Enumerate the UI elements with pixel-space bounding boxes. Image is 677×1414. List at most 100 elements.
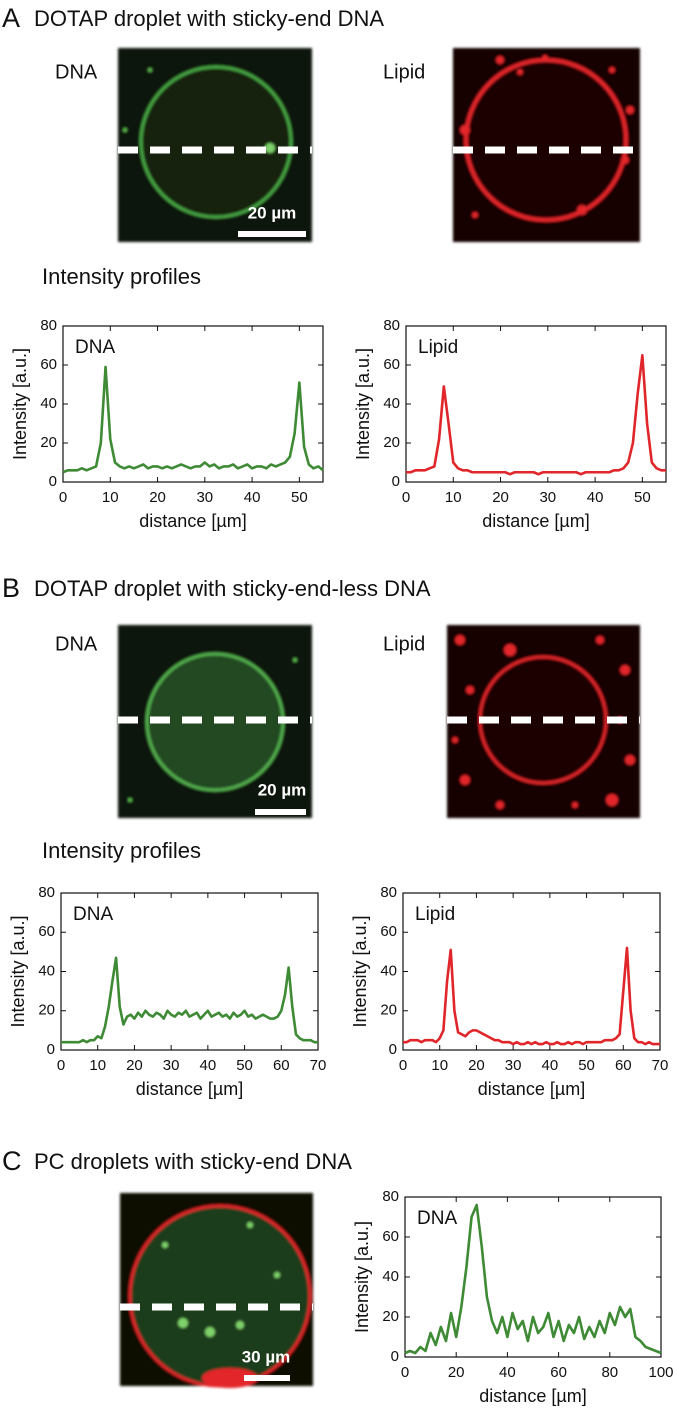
panel-title: DOTAP droplet with sticky-end DNA [34, 6, 384, 31]
y-tick-label: 0 [389, 1041, 397, 1058]
x-tick-label: 40 [587, 489, 604, 506]
y-tick-label: 80 [382, 1188, 399, 1205]
y-tick-label: 20 [38, 1002, 55, 1019]
data-line [404, 1203, 662, 1355]
y-tick-label: 0 [49, 473, 57, 490]
x-tick-label: 50 [578, 1057, 595, 1074]
series-label: DNA [75, 337, 115, 358]
y-tick-label: 0 [47, 1041, 55, 1058]
x-tick-label: 50 [634, 489, 651, 506]
x-tick-label: 60 [615, 1057, 632, 1074]
x-axis-label: distance [µm] [478, 1079, 585, 1099]
y-tick-label: 60 [382, 1228, 399, 1245]
x-tick-label: 0 [59, 489, 67, 506]
x-tick-label: 0 [399, 1057, 407, 1074]
x-tick-label: 30 [505, 1057, 522, 1074]
x-tick-label: 30 [163, 1057, 180, 1074]
x-tick-label: 50 [236, 1057, 253, 1074]
plot-frame [405, 325, 667, 483]
scale-label: 30 µm [242, 1347, 291, 1366]
series-label: DNA [73, 904, 113, 925]
panel-letter: C [2, 1146, 22, 1176]
y-tick-label: 40 [38, 962, 55, 979]
x-tick-label: 100 [648, 1364, 673, 1381]
x-tick-label: 10 [102, 489, 119, 506]
y-tick-label: 20 [40, 434, 57, 451]
panel-letter: A [2, 3, 20, 33]
data-line [406, 353, 666, 476]
scale-label: 20 µm [248, 203, 297, 222]
y-tick-label: 0 [392, 473, 400, 490]
x-tick-label: 40 [542, 1057, 559, 1074]
x-axis-label: distance [µm] [482, 511, 589, 531]
image-label: DNA [55, 61, 98, 83]
image-label: DNA [55, 633, 98, 655]
y-axis-label: Intensity [a.u.] [353, 348, 373, 460]
y-tick-label: 40 [380, 962, 397, 979]
x-tick-label: 60 [273, 1057, 290, 1074]
micrograph [120, 1193, 313, 1388]
micrograph [453, 48, 640, 242]
x-tick-label: 50 [291, 489, 308, 506]
data-line [62, 365, 324, 474]
y-tick-label: 60 [38, 923, 55, 940]
x-tick-label: 10 [89, 1057, 106, 1074]
x-tick-label: 70 [310, 1057, 327, 1074]
y-tick-label: 20 [380, 1002, 397, 1019]
plot-frame [402, 892, 661, 1051]
plot-frame [62, 325, 324, 483]
x-axis-label: distance [µm] [479, 1386, 586, 1406]
x-tick-label: 0 [401, 1364, 409, 1381]
x-tick-label: 40 [200, 1057, 217, 1074]
data-line [403, 946, 660, 1046]
y-tick-label: 60 [383, 356, 400, 373]
y-tick-label: 40 [40, 395, 57, 412]
series-label: Lipid [418, 337, 458, 358]
y-axis-label: Intensity [a.u.] [352, 1221, 372, 1333]
x-tick-label: 10 [445, 489, 462, 506]
scale-bar [244, 1375, 290, 1381]
x-tick-label: 40 [499, 1364, 516, 1381]
y-tick-label: 60 [380, 923, 397, 940]
image-label: Lipid [383, 61, 425, 83]
plot-frame [404, 1196, 662, 1358]
series-label: Lipid [415, 904, 455, 925]
x-tick-label: 0 [57, 1057, 65, 1074]
y-tick-label: 80 [383, 317, 400, 334]
y-axis-label: Intensity [a.u.] [10, 348, 30, 460]
x-tick-label: 70 [652, 1057, 669, 1074]
x-tick-label: 20 [149, 489, 166, 506]
y-tick-label: 60 [40, 356, 57, 373]
x-tick-label: 10 [431, 1057, 448, 1074]
x-tick-label: 20 [492, 489, 509, 506]
x-tick-label: 20 [448, 1364, 465, 1381]
y-axis-label: Intensity [a.u.] [8, 915, 28, 1027]
y-tick-label: 20 [383, 434, 400, 451]
x-axis-label: distance [µm] [139, 511, 246, 531]
scale-label: 20 µm [258, 780, 307, 799]
panel-title: PC droplets with sticky-end DNA [34, 1149, 352, 1174]
y-tick-label: 80 [38, 884, 55, 901]
panel-title: DOTAP droplet with sticky-end-less DNA [34, 576, 431, 601]
panel-letter: B [2, 573, 20, 603]
y-axis-label: Intensity [a.u.] [350, 915, 370, 1027]
y-tick-label: 40 [382, 1268, 399, 1285]
scale-bar [238, 231, 306, 237]
y-tick-label: 40 [383, 395, 400, 412]
series-label: DNA [417, 1208, 457, 1229]
x-tick-label: 30 [196, 489, 213, 506]
subtitle: Intensity profiles [42, 264, 201, 289]
x-tick-label: 30 [539, 489, 556, 506]
plot-frame [60, 892, 319, 1051]
x-tick-label: 40 [244, 489, 261, 506]
micrograph [118, 48, 312, 242]
x-tick-label: 80 [601, 1364, 618, 1381]
scale-bar [255, 809, 306, 815]
data-line [61, 956, 318, 1044]
y-tick-label: 20 [382, 1308, 399, 1325]
image-label: Lipid [383, 633, 425, 655]
y-tick-label: 0 [391, 1348, 399, 1365]
y-tick-label: 80 [380, 884, 397, 901]
x-tick-label: 0 [402, 489, 410, 506]
